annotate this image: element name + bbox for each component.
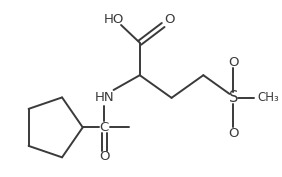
Text: O: O	[164, 13, 175, 26]
Text: O: O	[228, 56, 239, 69]
Text: HN: HN	[94, 91, 114, 104]
Text: O: O	[228, 127, 239, 140]
Text: CH₃: CH₃	[257, 91, 279, 104]
Text: HO: HO	[103, 13, 124, 26]
Text: O: O	[99, 150, 109, 163]
Text: S: S	[229, 90, 238, 105]
Text: C: C	[100, 121, 109, 134]
